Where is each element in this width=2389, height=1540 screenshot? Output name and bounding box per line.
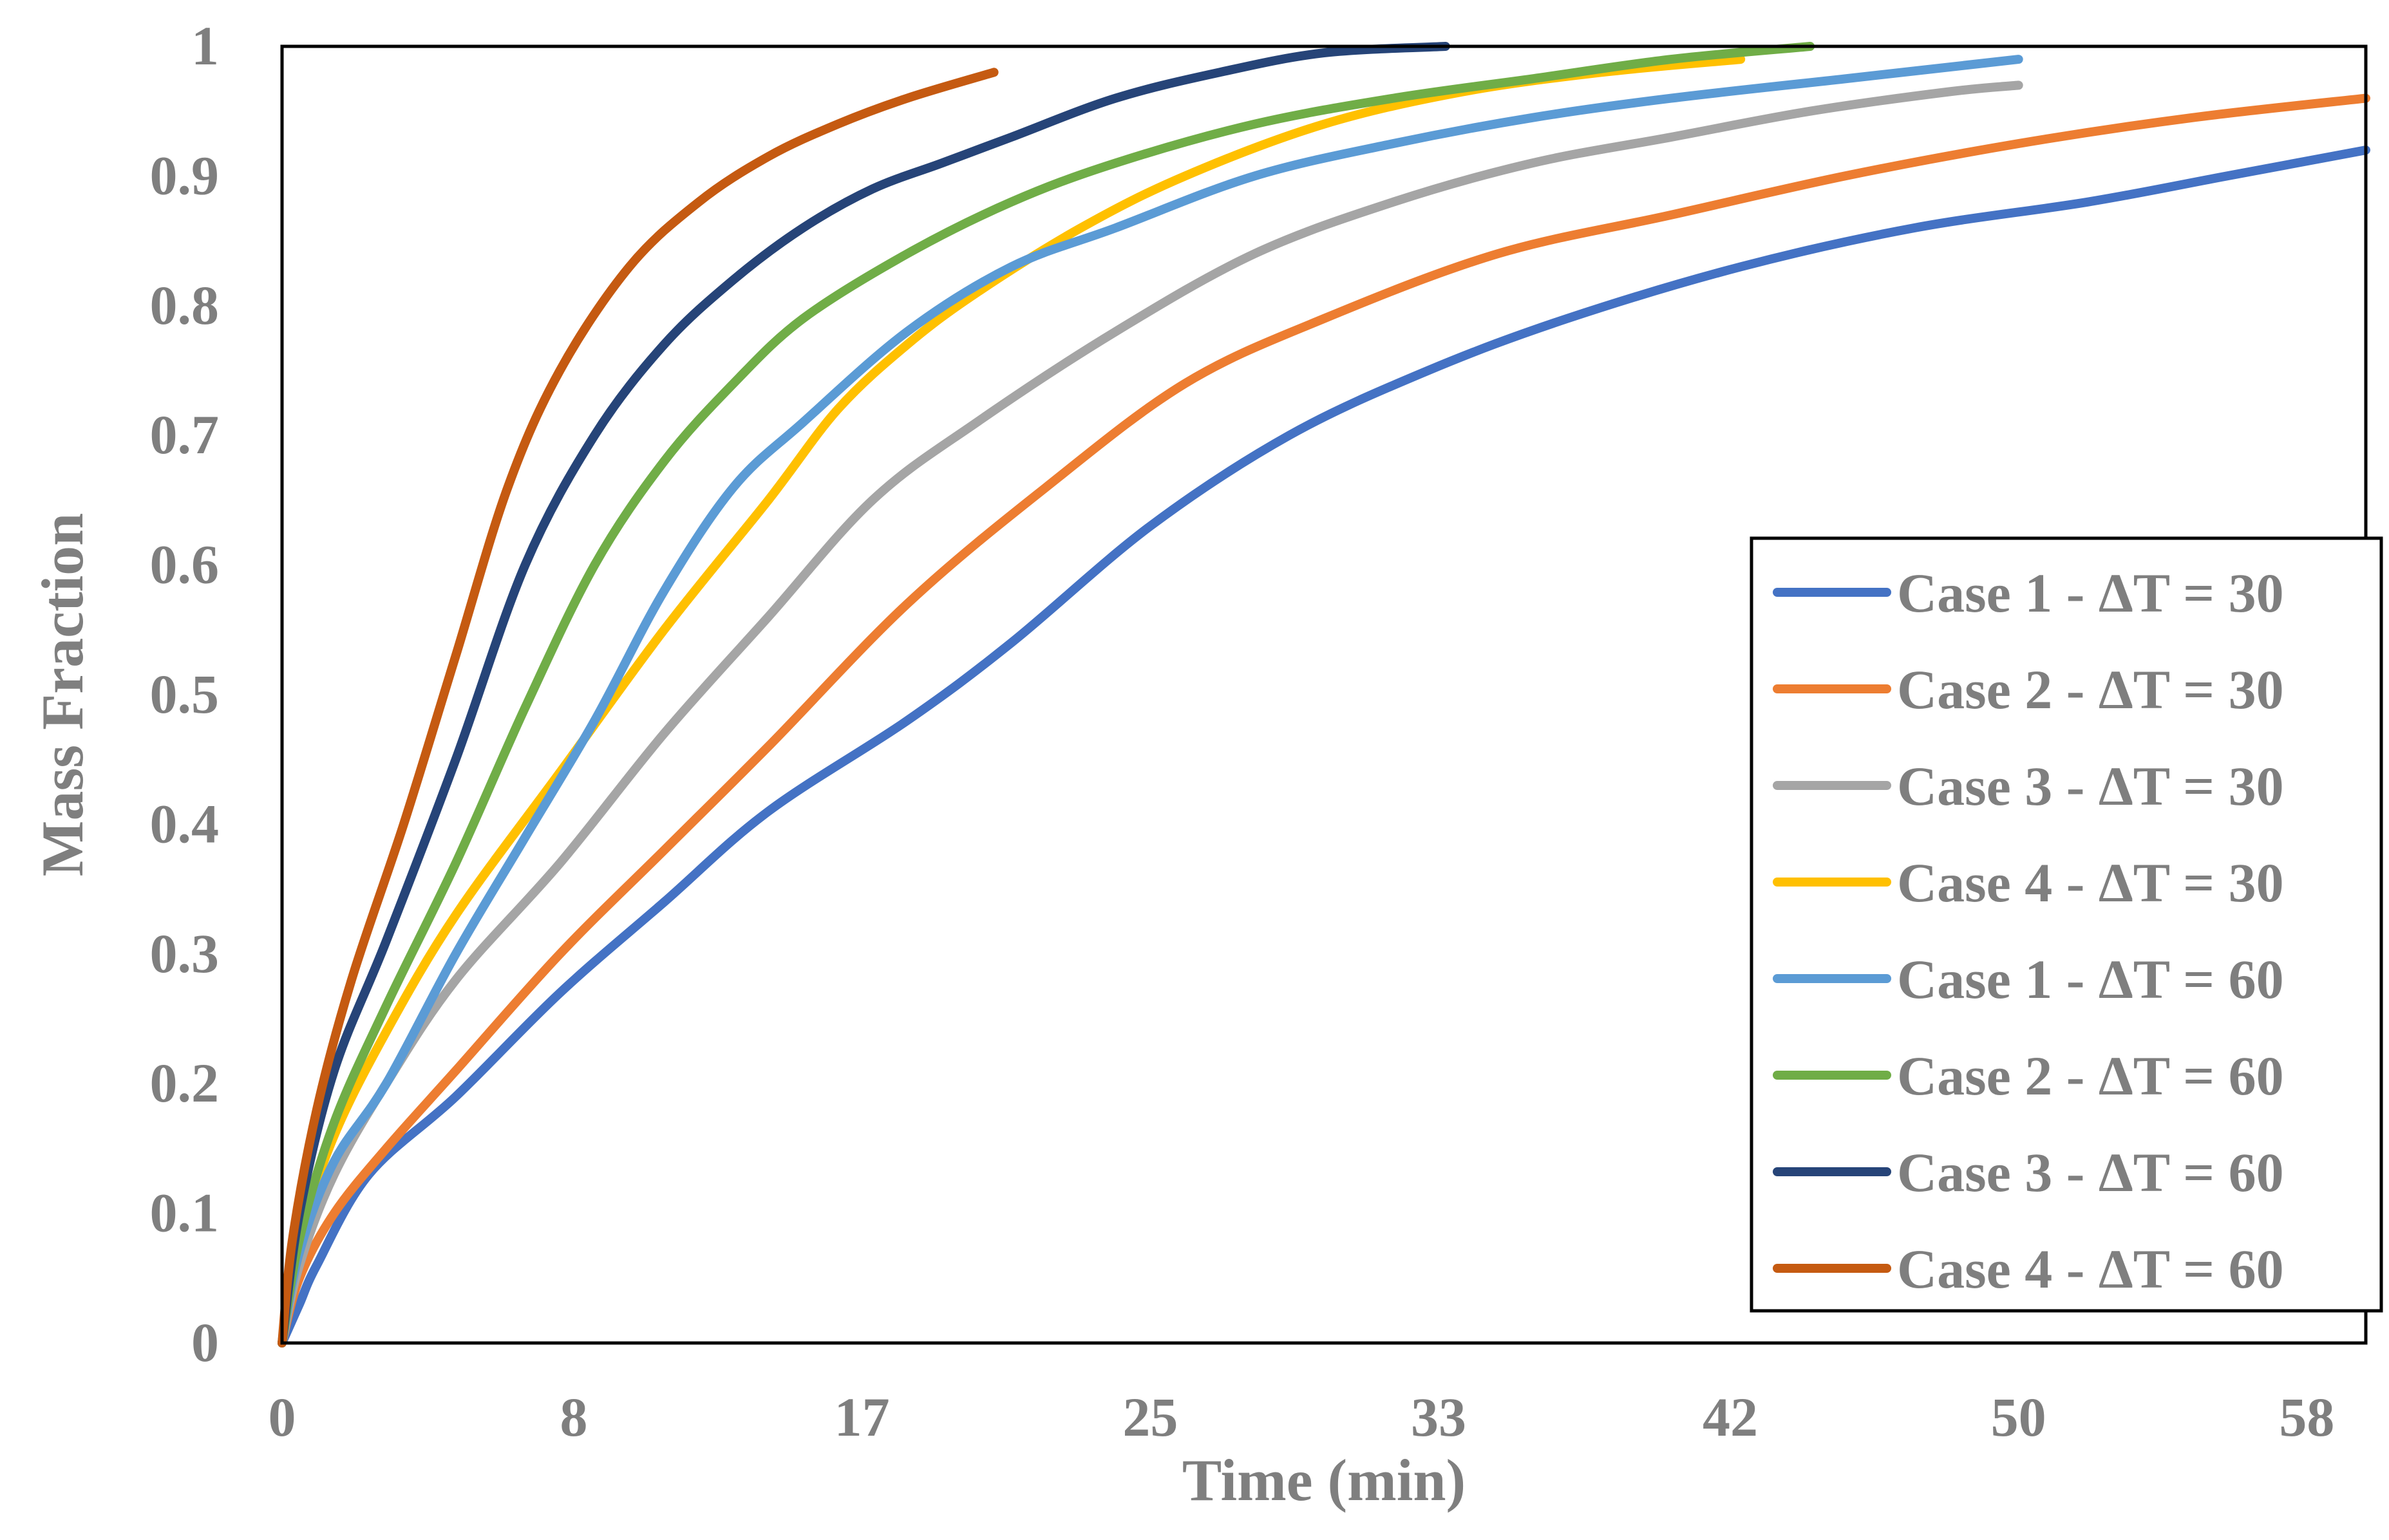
series-line-5	[278, 55, 2023, 1348]
legend-label: Case 1 - ΔT = 30	[1897, 562, 2284, 624]
legend: Case 1 - ΔT = 30 Case 2 - ΔT = 30 Case 3 -…	[1750, 536, 2383, 1313]
x-tick-label: 8	[560, 1386, 588, 1448]
x-axis-title: Time (min)	[1182, 1447, 1466, 1513]
x-tick-label: 17	[835, 1386, 890, 1448]
legend-label: Case 2 - ΔT = 30	[1897, 659, 2284, 720]
legend-label: Case 3 - ΔT = 60	[1897, 1141, 2284, 1203]
legend-label: Case 3 - ΔT = 30	[1897, 755, 2284, 817]
series-layer	[278, 42, 2370, 1348]
legend-box	[1750, 536, 2383, 1313]
legend-label: Case 1 - ΔT = 60	[1897, 948, 2284, 1010]
y-tick-label: 0.1	[150, 1182, 220, 1244]
y-axis-ticks: 0 0.1 0.2 0.3 0.4 0.5 0.6 0.7 0.8 0.9 1	[150, 15, 220, 1373]
x-tick-label: 50	[1991, 1386, 2046, 1448]
y-tick-label: 0	[191, 1311, 219, 1373]
y-tick-label: 0.2	[150, 1052, 220, 1114]
y-tick-label: 1	[191, 15, 219, 77]
legend-label: Case 4 - ΔT = 60	[1897, 1238, 2284, 1300]
y-tick-label: 0.3	[150, 923, 220, 984]
legend-label: Case 4 - ΔT = 30	[1897, 852, 2284, 914]
series-line-4	[278, 55, 1746, 1348]
x-tick-label: 0	[269, 1386, 296, 1448]
y-tick-label: 0.6	[150, 534, 220, 596]
y-axis-title: Mass Fraction	[30, 513, 95, 877]
y-tick-label: 0.4	[150, 793, 220, 854]
x-tick-label: 33	[1411, 1386, 1466, 1448]
y-tick-label: 0.9	[150, 144, 220, 206]
x-tick-label: 58	[2279, 1386, 2334, 1448]
y-tick-label: 0.5	[150, 663, 220, 725]
y-tick-label: 0.7	[150, 404, 220, 465]
y-tick-label: 0.8	[150, 274, 220, 336]
series-line-6	[278, 42, 1815, 1348]
legend-label: Case 2 - ΔT = 60	[1897, 1045, 2284, 1107]
x-axis-ticks: 0 8 17 25 33 42 50 58	[269, 1386, 2335, 1448]
x-tick-label: 42	[1703, 1386, 1758, 1448]
series-line-8	[278, 68, 999, 1348]
series-line-2	[278, 93, 2370, 1348]
x-tick-label: 25	[1122, 1386, 1178, 1448]
series-line-7	[278, 42, 1450, 1348]
series-line-1	[278, 146, 2370, 1348]
